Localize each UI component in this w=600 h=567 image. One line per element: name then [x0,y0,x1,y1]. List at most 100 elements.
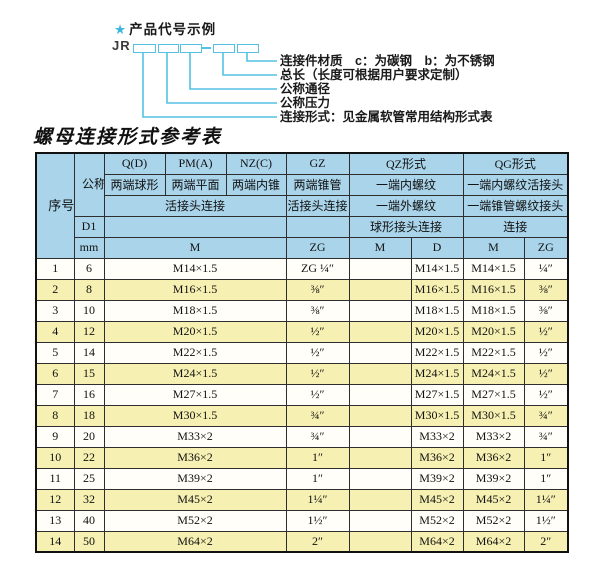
code-box-2 [158,44,179,53]
cell-qg_zg: 1″ [523,467,569,490]
code-box-4 [213,44,235,53]
cell-qg_zg: 1¼″ [523,488,569,511]
cell-zg: ¾″ [285,404,350,427]
cell-zg: 1¼″ [285,488,350,511]
cell-zg: ½″ [285,383,350,406]
cell-qz_d: M18×1.5 [410,299,464,322]
star-icon: ★ [114,22,128,37]
cell-qg_zg: ¾″ [523,425,569,448]
header-d1: D1 [73,215,105,238]
table-row: 14 50 M64×2 2″ M64×2 M64×2 2″ [35,530,569,553]
cell-qg_m: M52×2 [462,509,525,532]
table-row: 5 14 M22×1.5 ½″ M22×1.5 M22×1.5 ½″ [35,341,569,364]
label-material: 连接件材质 c：为碳钢 b：为不锈钢 [280,54,495,68]
cell-qz_m [348,341,412,364]
table-row: 6 15 M24×1.5 ½″ M24×1.5 M24×1.5 ½″ [35,362,569,385]
cell-qg_m: M33×2 [462,425,525,448]
cell-m: M24×1.5 [103,362,287,385]
cell-dn: 40 [73,509,105,532]
header-qz-code: QZ形式 [348,152,464,175]
cell-dn: 15 [73,362,105,385]
cell-qz_d: M52×2 [410,509,464,532]
cell-no: 8 [35,404,75,427]
cell-dn: 8 [73,278,105,301]
table-row: 8 18 M30×1.5 ¾″ M30×1.5 M30×1.5 ¾″ [35,404,569,427]
cell-qg_m: M22×1.5 [462,341,525,364]
cell-m: M45×2 [103,488,287,511]
cell-no: 10 [35,446,75,469]
table-title: 螺母连接形式参考表 [33,126,223,148]
cell-m: M27×1.5 [103,383,287,406]
cell-m: M22×1.5 [103,341,287,364]
code-box-3 [180,44,202,53]
table-row: 3 10 M18×1.5 ⅜″ M18×1.5 M18×1.5 ⅜″ [35,299,569,322]
header-pm-code: PM(A) [164,152,227,175]
nut-connection-table: 序号 公称通径 Q(D) PM(A) NZ(C) GZ QZ形式 QG形式 两端… [35,152,569,553]
cell-dn: 18 [73,404,105,427]
cell-m: M39×2 [103,467,287,490]
header-q-type: 两端球形 [103,173,166,196]
cell-no: 13 [35,509,75,532]
cell-zg: ½″ [285,320,350,343]
header-nz-code: NZ(C) [225,152,287,175]
cell-qg_zg: ½″ [523,341,569,364]
header-nz-type: 两端内锥 [225,173,287,196]
cell-no: 9 [35,425,75,448]
header-qg-code: QG形式 [462,152,569,175]
cell-zg: ½″ [285,341,350,364]
table-row: 4 12 M20×1.5 ½″ M20×1.5 M20×1.5 ½″ [35,320,569,343]
cell-qg_zg: ¾″ [523,404,569,427]
header-qz-row3: 一端外螺纹 [348,194,464,217]
cell-qz_m [348,530,412,553]
cell-qz_m [348,278,412,301]
cell-qg_zg: ½″ [523,383,569,406]
cell-no: 6 [35,362,75,385]
cell-qz_m [348,446,412,469]
cell-dn: 25 [73,467,105,490]
cell-qg_zg: ¼″ [523,257,569,280]
cell-m: M36×2 [103,446,287,469]
cell-qg_zg: ⅜″ [523,299,569,322]
cell-qz_d: M14×1.5 [410,257,464,280]
code-prefix: JR [112,38,131,53]
cell-qg_zg: 1″ [523,446,569,469]
table-body: 1 6 M14×1.5 ZG ¼″ M14×1.5 M14×1.5 ¼″ 2 8 M16×1.5 ⅜… [35,257,569,553]
cell-qz_m [348,299,412,322]
header-qz-row2: 一端内螺纹 [348,173,464,196]
cell-qg_m: M30×1.5 [462,404,525,427]
header-qg-row3: 一端锥管螺纹接头 [462,194,569,217]
cell-dn: 6 [73,257,105,280]
cell-qg_m: M18×1.5 [462,299,525,322]
table-row: 13 40 M52×2 1½″ M52×2 M52×2 1½″ [35,509,569,532]
cell-qz_m [348,467,412,490]
cell-qz_m [348,383,412,406]
header-qz-unit1: M [348,236,412,259]
cell-qz_d: M16×1.5 [410,278,464,301]
cell-zg: ZG ¼″ [285,257,350,280]
product-code-example-title: ★ 产品代号示例 [114,18,216,38]
header-pm-type: 两端平面 [164,173,227,196]
cell-qg_zg: 1½″ [523,509,569,532]
cell-zg: 1″ [285,446,350,469]
header-qg-unit1: M [462,236,525,259]
cell-qz_m [348,404,412,427]
cell-dn: 10 [73,299,105,322]
cell-qg_zg: ½″ [523,320,569,343]
cell-zg: 2″ [285,530,350,553]
cell-no: 3 [35,299,75,322]
cell-dn: 20 [73,425,105,448]
cell-no: 11 [35,467,75,490]
header-qz-unit2: D [410,236,464,259]
cell-m: M30×1.5 [103,404,287,427]
table-row: 10 22 M36×2 1″ M36×2 M36×2 1″ [35,446,569,469]
cell-no: 4 [35,320,75,343]
cell-qz_d: M45×2 [410,488,464,511]
cell-m: M64×2 [103,530,287,553]
cell-no: 2 [35,278,75,301]
label-diameter: 公称通径 [280,82,331,96]
header-qg-unit2: ZG [523,236,569,259]
table-row: 1 6 M14×1.5 ZG ¼″ M14×1.5 M14×1.5 ¼″ [35,257,569,280]
cell-dn: 12 [73,320,105,343]
table-row: 2 8 M16×1.5 ⅜″ M16×1.5 M16×1.5 ⅜″ [35,278,569,301]
